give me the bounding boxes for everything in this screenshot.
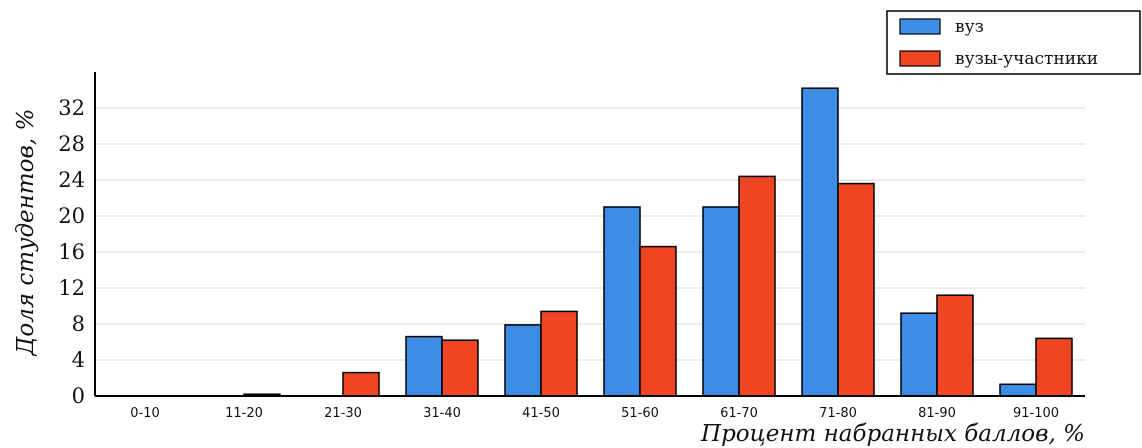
y-tick-label: 28 — [58, 132, 85, 156]
legend-swatch-vuz — [899, 18, 941, 35]
y-tick-label: 0 — [72, 384, 85, 408]
bar-vuz-81-90 — [900, 312, 938, 397]
bar-vuzy-uchastniki-71-80 — [837, 182, 875, 397]
bars — [243, 87, 1073, 397]
legend: вуз вузы-участники — [886, 10, 1141, 75]
bar-vuz-71-80 — [801, 87, 839, 397]
bar-vuzy-uchastniki-31-40 — [441, 339, 479, 397]
y-ticks: 0 4 8 12 16 20 24 28 32 — [58, 96, 85, 408]
x-ticks: 0-10 11-20 21-30 31-40 41-50 51-60 61-70 71-80 8… — [130, 406, 1059, 421]
bar-vuzy-uchastniki-91-100 — [1035, 337, 1073, 397]
bar-vuzy-uchastniki-81-90 — [936, 294, 974, 397]
y-axis-title: Доля студентов, % — [13, 109, 39, 357]
bar-vuz-91-100 — [999, 383, 1037, 397]
bar-vuz-31-40 — [405, 335, 443, 397]
bar-vuz-41-50 — [504, 324, 542, 397]
y-tick-label: 8 — [72, 312, 85, 336]
x-tick-label: 71-80 — [819, 406, 857, 421]
y-tick-label: 4 — [72, 348, 85, 372]
x-tick-label: 91-100 — [1013, 406, 1059, 421]
bar-vuzy-uchastniki-61-70 — [738, 175, 776, 397]
legend-swatch-vuzy-uchastniki — [899, 50, 941, 67]
bar-vuzy-uchastniki-41-50 — [540, 310, 578, 397]
x-tick-label: 41-50 — [522, 406, 560, 421]
x-tick-label: 11-20 — [225, 406, 263, 421]
x-tick-label: 51-60 — [621, 406, 659, 421]
x-tick-label: 81-90 — [918, 406, 956, 421]
bar-vuz-61-70 — [702, 206, 740, 397]
gridlines — [95, 107, 1085, 361]
y-tick-label: 24 — [58, 168, 85, 192]
bar-vuzy-uchastniki-21-30 — [342, 371, 380, 397]
x-tick-label: 31-40 — [423, 406, 461, 421]
x-tick-label: 21-30 — [324, 406, 362, 421]
bar-vuz-51-60 — [603, 206, 641, 397]
x-axis-title: Процент набранных баллов, % — [700, 421, 1085, 447]
y-tick-label: 32 — [58, 96, 85, 120]
x-tick-label: 0-10 — [130, 406, 160, 421]
y-tick-label: 12 — [58, 276, 85, 300]
legend-label-vuzy-uchastniki: вузы-участники — [955, 49, 1098, 69]
x-tick-label: 61-70 — [720, 406, 758, 421]
y-tick-label: 16 — [58, 240, 85, 264]
y-tick-label: 20 — [58, 204, 85, 228]
bar-vuzy-uchastniki-51-60 — [639, 245, 677, 397]
legend-label-vuz: вуз — [955, 17, 984, 37]
